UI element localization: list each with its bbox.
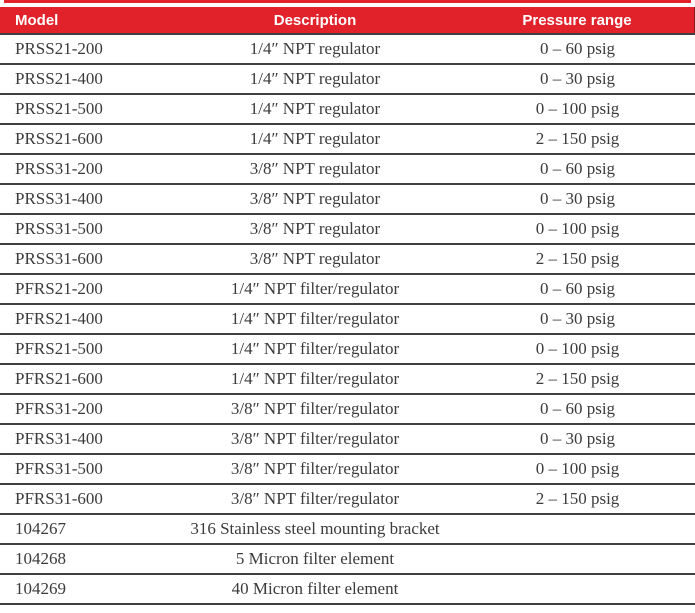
product-spec-table: Model Description Pressure range PRSS21-… [0,7,695,605]
cell-pressure: 0 – 100 psig [460,94,695,125]
cell-model: PFRS31-200 [0,394,170,425]
cell-model: PRSS31-200 [0,154,170,185]
cell-pressure: 0 – 100 psig [460,454,695,485]
cell-pressure: 0 – 30 psig [460,424,695,455]
cell-pressure: 0 – 30 psig [460,304,695,335]
cell-model: PFRS21-400 [0,304,170,335]
cell-description: 5 Micron filter element [170,544,460,575]
cell-model: PFRS21-600 [0,364,170,395]
cell-description: 1/4″ NPT filter/regulator [170,304,460,335]
cell-description: 3/8″ NPT filter/regulator [170,424,460,455]
cell-pressure: 0 – 60 psig [460,394,695,425]
table-row: PRSS21-200 1/4″ NPT regulator 0 – 60 psig [0,34,695,65]
cell-pressure: 0 – 100 psig [460,334,695,365]
cell-model: PFRS21-500 [0,334,170,365]
cell-model: PFRS21-200 [0,274,170,305]
cell-description: 1/4″ NPT regulator [170,124,460,155]
cell-model: PRSS31-400 [0,184,170,215]
table-row: PRSS21-600 1/4″ NPT regulator 2 – 150 psig [0,124,695,155]
cell-description: 1/4″ NPT filter/regulator [170,334,460,365]
cell-model: PFRS31-400 [0,424,170,455]
column-header-model: Model [0,7,170,35]
cell-model: 104268 [0,544,170,575]
cell-description: 3/8″ NPT regulator [170,184,460,215]
cell-description: 3/8″ NPT filter/regulator [170,454,460,485]
cell-pressure [460,514,695,545]
column-header-description: Description [170,7,460,35]
top-accent-line [4,0,691,3]
table-row: PRSS31-500 3/8″ NPT regulator 0 – 100 psig [0,214,695,245]
table-row: PFRS31-200 3/8″ NPT filter/regulator 0 – 6… [0,394,695,425]
table-row: PRSS21-500 1/4″ NPT regulator 0 – 100 psig [0,94,695,125]
table-row: PFRS31-500 3/8″ NPT filter/regulator 0 – 1… [0,454,695,485]
cell-description: 1/4″ NPT regulator [170,34,460,65]
cell-pressure: 0 – 30 psig [460,184,695,215]
cell-description: 40 Micron filter element [170,574,460,605]
table-header: Model Description Pressure range [0,7,695,35]
cell-model: PRSS31-600 [0,244,170,275]
table-header-row: Model Description Pressure range [0,7,695,35]
cell-pressure: 0 – 60 psig [460,154,695,185]
cell-description: 3/8″ NPT regulator [170,244,460,275]
cell-description: 3/8″ NPT regulator [170,214,460,245]
table-row: PRSS21-400 1/4″ NPT regulator 0 – 30 psig [0,64,695,95]
cell-description: 1/4″ NPT filter/regulator [170,364,460,395]
cell-model: PRSS21-500 [0,94,170,125]
cell-model: 104267 [0,514,170,545]
cell-description: 1/4″ NPT regulator [170,64,460,95]
cell-description: 3/8″ NPT regulator [170,154,460,185]
cell-pressure: 0 – 60 psig [460,274,695,305]
cell-model: 104269 [0,574,170,605]
cell-pressure: 0 – 60 psig [460,34,695,65]
table-row: PRSS31-200 3/8″ NPT regulator 0 – 60 psig [0,154,695,185]
table-row: 104268 5 Micron filter element [0,544,695,575]
table-row: 104269 40 Micron filter element [0,574,695,605]
table-row: PRSS31-400 3/8″ NPT regulator 0 – 30 psig [0,184,695,215]
cell-description: 3/8″ NPT filter/regulator [170,394,460,425]
cell-pressure: 0 – 30 psig [460,64,695,95]
cell-pressure: 2 – 150 psig [460,244,695,275]
table-row: PFRS21-600 1/4″ NPT filter/regulator 2 – 1… [0,364,695,395]
table-row: PRSS31-600 3/8″ NPT regulator 2 – 150 psig [0,244,695,275]
cell-model: PRSS21-200 [0,34,170,65]
cell-description: 1/4″ NPT filter/regulator [170,274,460,305]
table-row: PFRS31-600 3/8″ NPT filter/regulator 2 – 1… [0,484,695,515]
cell-model: PFRS31-500 [0,454,170,485]
cell-model: PRSS21-600 [0,124,170,155]
column-header-pressure-range: Pressure range [460,7,695,35]
cell-pressure [460,574,695,605]
cell-pressure: 0 – 100 psig [460,214,695,245]
cell-pressure: 2 – 150 psig [460,124,695,155]
cell-description: 3/8″ NPT filter/regulator [170,484,460,515]
cell-description: 316 Stainless steel mounting bracket [170,514,460,545]
table-row: 104267 316 Stainless steel mounting brack… [0,514,695,545]
table-body: PRSS21-200 1/4″ NPT regulator 0 – 60 psig P… [0,34,695,605]
cell-model: PFRS31-600 [0,484,170,515]
cell-model: PRSS21-400 [0,64,170,95]
cell-pressure [460,544,695,575]
cell-pressure: 2 – 150 psig [460,364,695,395]
table-row: PFRS21-400 1/4″ NPT filter/regulator 0 – 3… [0,304,695,335]
table-row: PFRS21-500 1/4″ NPT filter/regulator 0 – 1… [0,334,695,365]
cell-model: PRSS31-500 [0,214,170,245]
cell-pressure: 2 – 150 psig [460,484,695,515]
table-row: PFRS31-400 3/8″ NPT filter/regulator 0 – 3… [0,424,695,455]
cell-description: 1/4″ NPT regulator [170,94,460,125]
table-row: PFRS21-200 1/4″ NPT filter/regulator 0 – 6… [0,274,695,305]
top-gap [0,3,695,7]
